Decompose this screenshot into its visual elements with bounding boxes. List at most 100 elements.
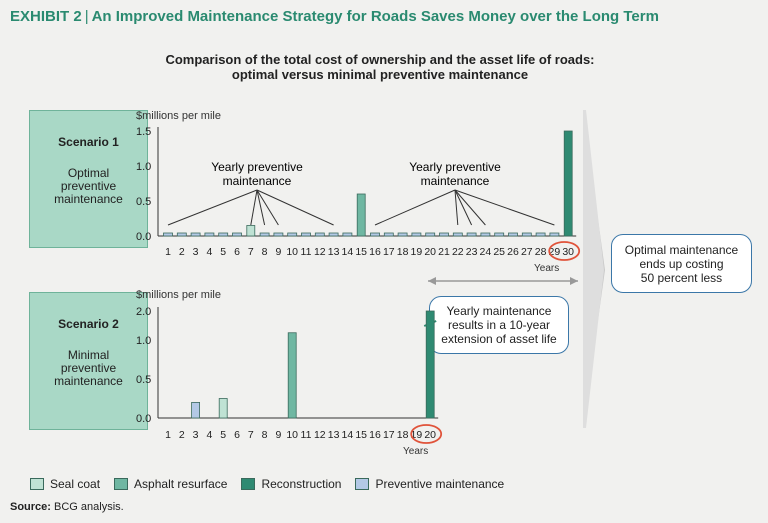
bar-preventive-maintenance-year-16 <box>370 232 380 237</box>
source-label: Source: <box>10 501 51 513</box>
x-tick-label-21: 21 <box>438 246 450 258</box>
bar-preventive-maintenance-year-17 <box>383 232 394 237</box>
x-tick-label-24: 24 <box>480 246 492 258</box>
x-tick-label-20: 20 <box>424 246 436 258</box>
callout-cost-line-1: Optimal maintenance <box>624 243 739 257</box>
legend-swatch-reconstruction <box>241 478 256 490</box>
legend-swatch-asphalt-resurface <box>114 478 129 490</box>
yearly-annotation-fan-lines <box>167 189 555 226</box>
scenario-2-desc-2: preventive <box>60 361 117 375</box>
x-tick-label-16: 16 <box>369 246 381 258</box>
x-tick-label-5: 5 <box>220 246 226 258</box>
x-tick-label-18: 18 <box>397 246 409 258</box>
x-tick-label-10: 10 <box>286 429 298 441</box>
source-text: BCG analysis. <box>54 501 124 513</box>
callout-ext-line-3: extension of asset life <box>441 332 557 346</box>
highlight-circle-year-30 <box>548 241 581 261</box>
subtitle-line-1: Comparison of the total cost of ownershi… <box>165 52 595 67</box>
chart2-xlabel: Years <box>403 446 428 457</box>
chart-subtitle: Comparison of the total cost of ownershi… <box>120 52 640 82</box>
y-tick-label: 0.5 <box>136 374 151 386</box>
yearly-annotation-2-line-2: maintenance <box>421 174 490 188</box>
bar-preventive-maintenance-year-12 <box>314 232 325 237</box>
highlight-circle-year-20 <box>410 424 443 444</box>
fan-line-year-16 <box>374 189 456 226</box>
scenario-2-desc-1: Minimal <box>67 348 110 362</box>
x-tick-label-19: 19 <box>411 429 423 441</box>
extension-arrow-right-head <box>570 277 578 285</box>
y-tick-label: 0.0 <box>136 413 151 425</box>
x-tick-label-12: 12 <box>314 246 326 258</box>
bar-preventive-maintenance-year-13 <box>328 232 339 237</box>
fan-line-year-22 <box>454 189 459 226</box>
exhibit-label: EXHIBIT 2 <box>10 8 82 25</box>
asset-life-callout: Yearly maintenance results in a 10-year … <box>429 296 569 354</box>
y-tick-label: 1.5 <box>136 126 151 138</box>
legend-label-preventive-maintenance: Preventive maintenance <box>375 477 505 491</box>
x-tick-label-2: 2 <box>179 246 185 258</box>
x-tick-label-14: 14 <box>342 246 354 258</box>
x-tick-label-19: 19 <box>411 246 423 258</box>
y-tick-label: 1.0 <box>136 161 151 173</box>
bar-preventive-maintenance-year-28 <box>535 232 546 237</box>
fan-line-year-8 <box>256 189 266 226</box>
scenario-1-desc-3: maintenance <box>54 192 123 206</box>
bar-preventive-maintenance-year-8 <box>259 232 270 237</box>
chart1-xlabel: Years <box>534 263 559 274</box>
fan-line-year-9 <box>256 189 279 226</box>
bar-preventive-maintenance-year-3 <box>190 232 201 237</box>
bar-preventive-maintenance-year-21 <box>439 232 449 237</box>
legend-label-seal-coat: Seal coat <box>50 477 101 491</box>
x-tick-label-6: 6 <box>234 246 240 258</box>
x-tick-label-17: 17 <box>383 429 395 441</box>
chart-scenario-1: 0.00.51.01.51 2 3 4 5 6 7 8 9 10 11 12 13 14 15 16 17 18 1… <box>136 126 581 261</box>
chart-scenario-2: 0.00.51.02.01 2 3 4 5 6 7 8 9 10 11 12 13 14 15 16 17 18 1… <box>136 306 443 444</box>
scenario-2-title: Scenario 2 <box>58 317 119 331</box>
x-tick-label-4: 4 <box>206 429 212 441</box>
x-tick-label-5: 5 <box>220 429 226 441</box>
legend-label-asphalt-resurface: Asphalt resurface <box>134 477 228 491</box>
legend-swatch-seal-coat <box>30 478 44 490</box>
bar-preventive-maintenance-year-24 <box>480 232 491 237</box>
exhibit-header: EXHIBIT 2 | An Improved Maintenance Strate… <box>10 8 659 25</box>
x-tick-label-4: 4 <box>206 246 212 258</box>
y-tick-label: 2.0 <box>136 306 151 318</box>
bar-preventive-maintenance-year-11 <box>301 232 311 237</box>
callout-cost-line-2: ends up costing <box>639 257 724 271</box>
bar-preventive-maintenance-year-25 <box>494 232 505 237</box>
bar-seal-coat-year-7 <box>246 225 256 237</box>
legend-item-seal-coat: Seal coat <box>30 477 100 491</box>
x-tick-label-27: 27 <box>521 246 533 258</box>
fan-line-year-24 <box>454 189 486 226</box>
y-tick-label: 0.0 <box>136 231 151 243</box>
bar-preventive-maintenance-year-9 <box>273 232 284 237</box>
x-tick-label-3: 3 <box>193 429 199 441</box>
fan-line-year-23 <box>454 189 473 226</box>
yearly-annotation-1-line-2: maintenance <box>223 174 292 188</box>
y-tick-label: 0.5 <box>136 196 151 208</box>
x-tick-label-26: 26 <box>507 246 519 258</box>
scenario-1-desc-1: Optimal <box>67 166 110 180</box>
x-tick-label-20: 20 <box>424 429 436 441</box>
x-tick-label-8: 8 <box>262 429 268 441</box>
fan-line-year-29 <box>454 189 555 226</box>
fan-line-year-13 <box>256 189 334 226</box>
x-tick-label-18: 18 <box>397 429 409 441</box>
x-tick-label-2: 2 <box>179 429 185 441</box>
extension-arrow-left-head <box>428 277 436 285</box>
x-tick-label-6: 6 <box>234 429 240 441</box>
x-tick-label-13: 13 <box>328 429 340 441</box>
bar-reconstruction-year-20 <box>425 310 435 419</box>
x-tick-label-1: 1 <box>165 246 171 258</box>
x-tick-label-11: 11 <box>301 429 312 441</box>
bar-preventive-maintenance-year-6 <box>232 232 242 237</box>
chart2-ylabel: $millions per mile <box>136 289 221 301</box>
fan-line-year-7 <box>250 189 258 226</box>
chart1-ylabel: $millions per mile <box>136 110 221 122</box>
bar-asphalt-resurface-year-10 <box>287 332 297 419</box>
subtitle-line-2: optimal versus minimal preventive mainte… <box>231 67 529 82</box>
bar-preventive-maintenance-year-10 <box>287 232 298 237</box>
bar-preventive-maintenance-year-4 <box>204 232 215 237</box>
cost-savings-callout: Optimal maintenance ends up costing 50 p… <box>611 234 752 293</box>
legend-item-reconstruction: Reconstruction <box>241 477 341 491</box>
